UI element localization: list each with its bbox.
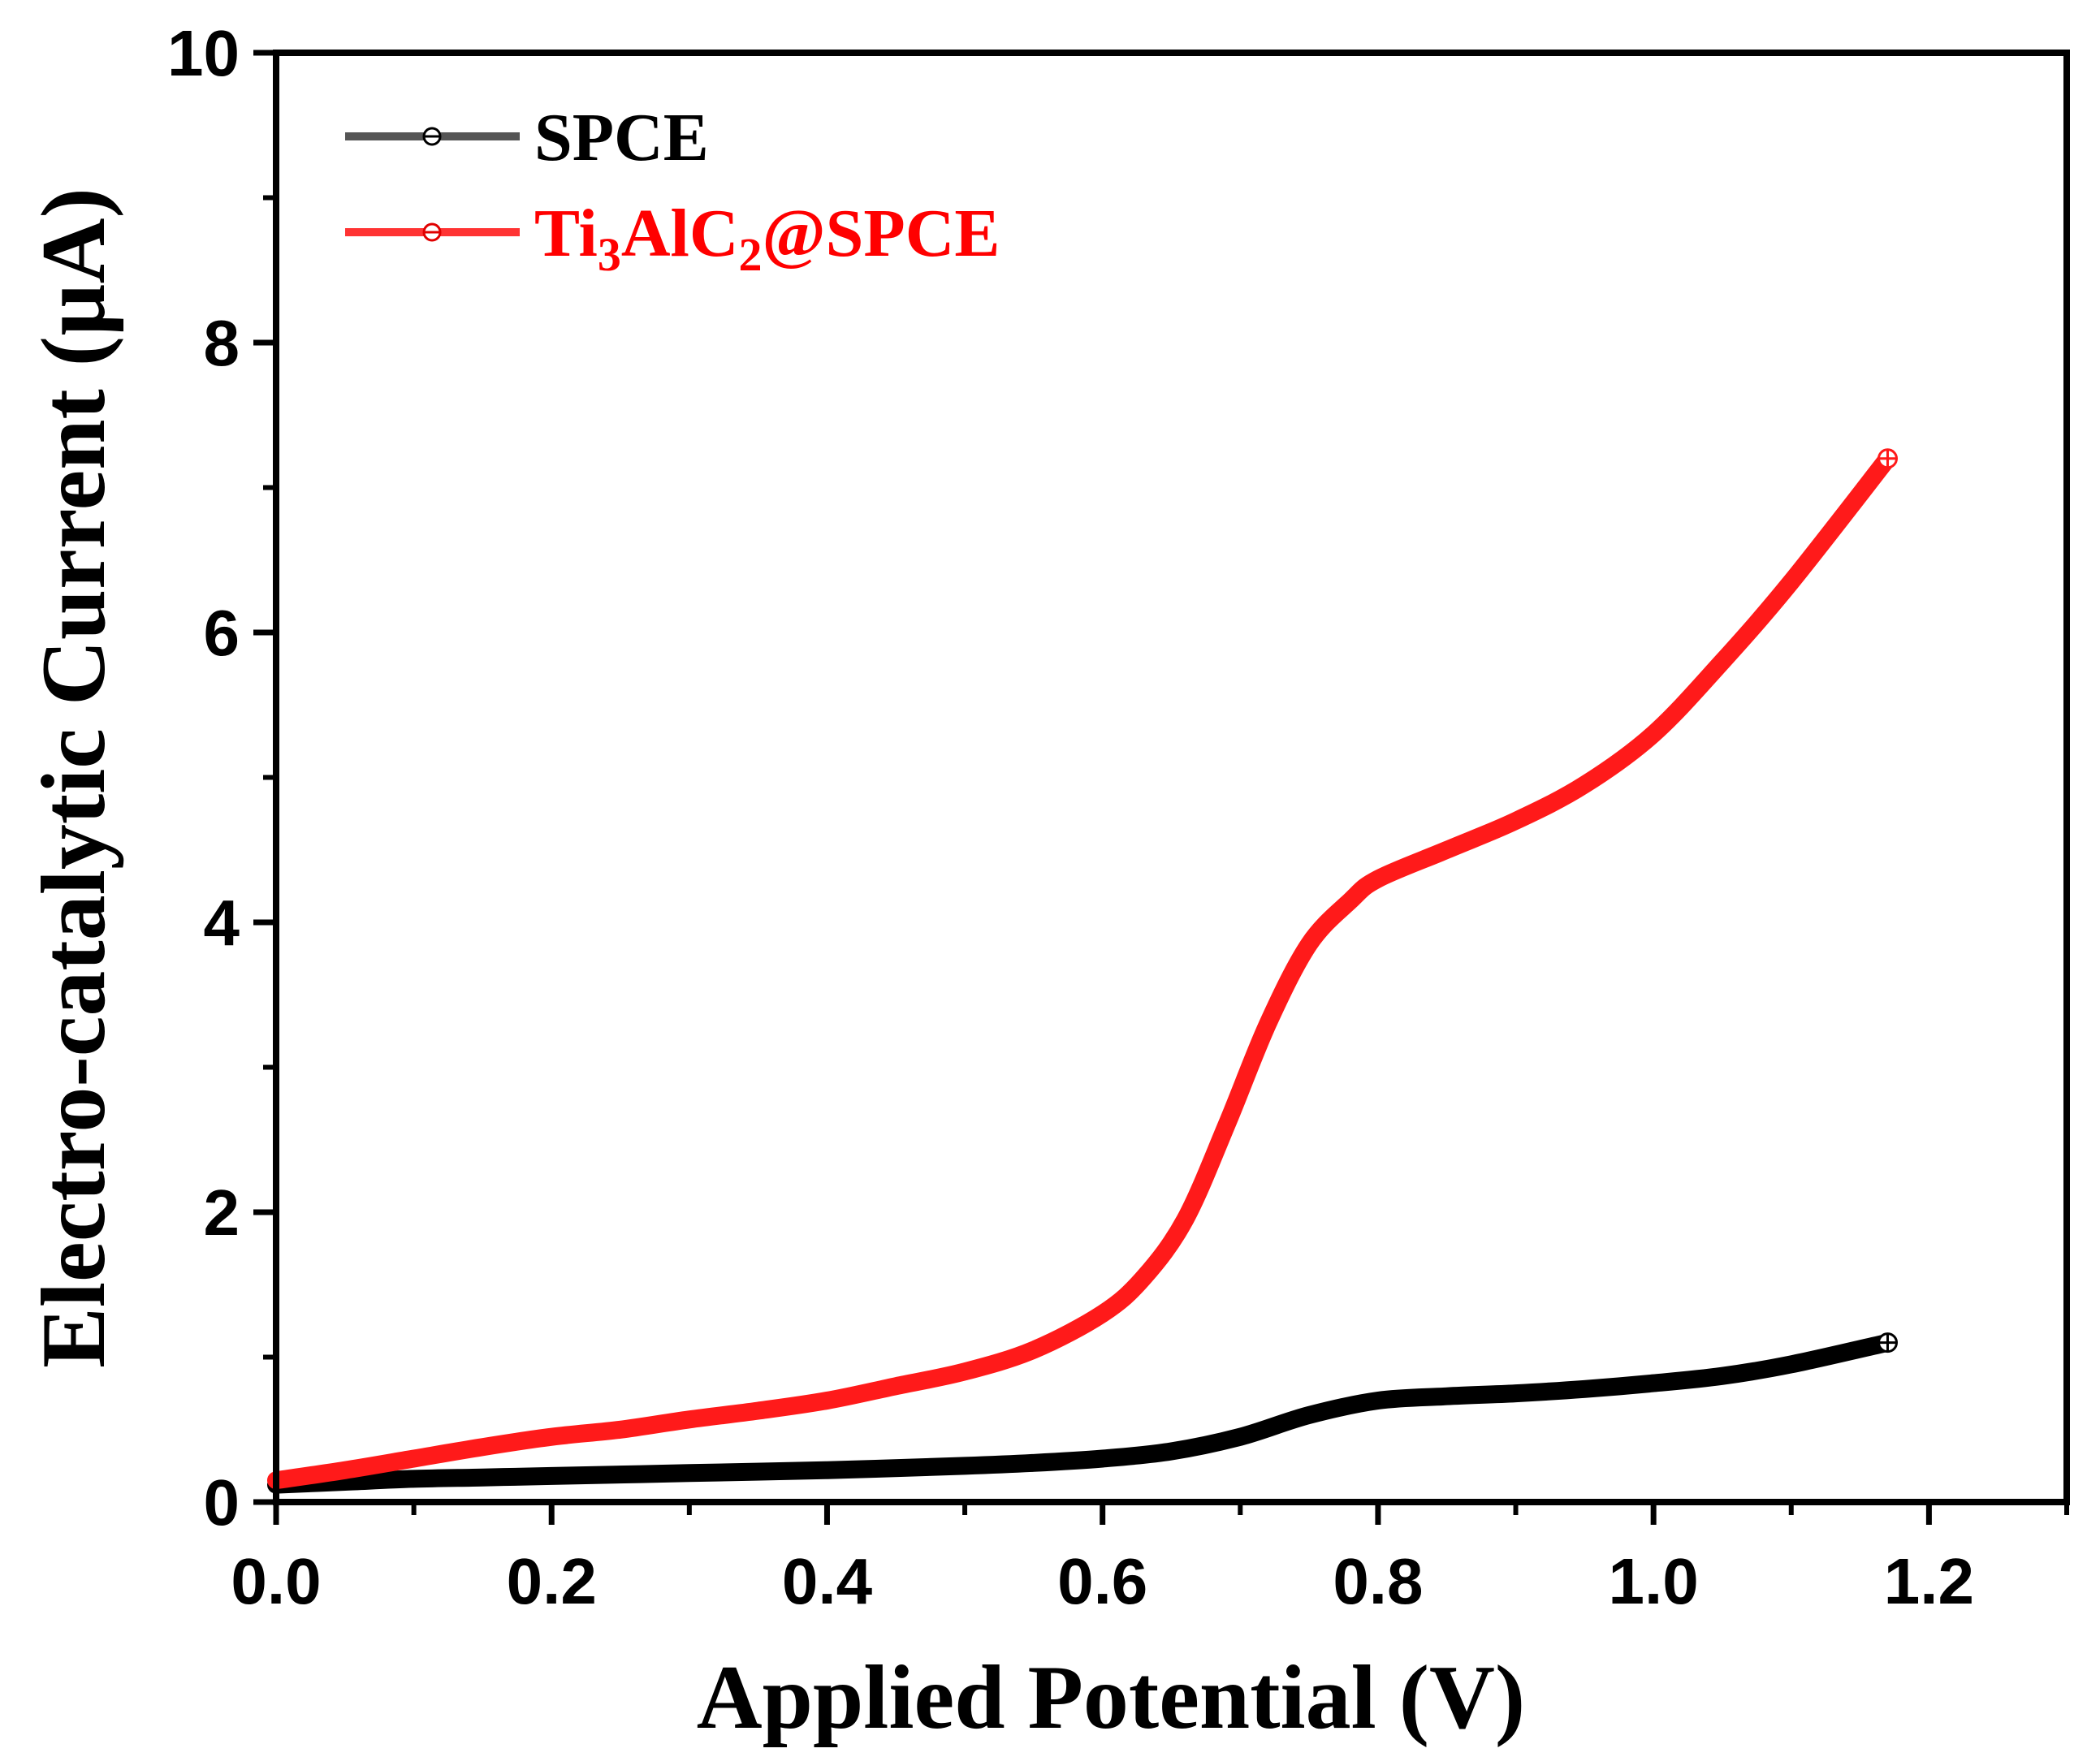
legend-label-ti3alc2-sub2: 2 (739, 228, 763, 281)
x-tick-label-2: 0.4 (782, 1545, 873, 1617)
y-tick-label-5: 10 (167, 17, 240, 89)
x-tick-label-0: 0.0 (231, 1545, 321, 1617)
plot-series (267, 448, 1898, 1494)
legend-label-ti3alc2-sub1: 3 (598, 228, 621, 281)
legend-label-ti3alc2-pre: Ti (534, 196, 598, 271)
legend-entry-ti3alc2: Ti3AlC2@SPCE (345, 196, 1000, 281)
y-tick-label-0: 0 (204, 1466, 240, 1539)
x-axis-title: Applied Potential (V) (697, 1647, 1525, 1748)
legend-label-spce: SPCE (534, 100, 709, 175)
y-tick-label-4: 8 (204, 307, 240, 379)
y-tick-label-3: 6 (204, 597, 240, 669)
legend-label-ti3alc2: Ti3AlC2@SPCE (534, 196, 1000, 281)
x-tick-label-4: 0.8 (1333, 1545, 1423, 1617)
y-axis-title: Electro-catalytic Current (µA) (24, 188, 124, 1368)
y-tick-label-1: 2 (204, 1176, 240, 1249)
series-line-0 (267, 1333, 1897, 1494)
x-tick-label-1: 0.2 (507, 1545, 597, 1617)
legend-label-ti3alc2-post: @SPCE (763, 196, 1000, 271)
legend: SPCE Ti3AlC2@SPCE (345, 100, 1000, 281)
series-line-1 (267, 449, 1897, 1490)
y-tick-label-2: 4 (204, 887, 240, 959)
x-tick-label-5: 1.0 (1609, 1545, 1699, 1617)
x-axis-ticks: 0.0 0.2 0.4 0.6 0.8 1.0 1.2 (231, 1502, 2069, 1617)
x-tick-label-3: 0.6 (1057, 1545, 1147, 1617)
y-axis-ticks: 0 2 4 6 8 10 (167, 17, 276, 1539)
legend-label-ti3alc2-mid: AlC (621, 196, 739, 271)
legend-entry-spce: SPCE (345, 100, 709, 175)
x-tick-label-6: 1.2 (1884, 1545, 1974, 1617)
